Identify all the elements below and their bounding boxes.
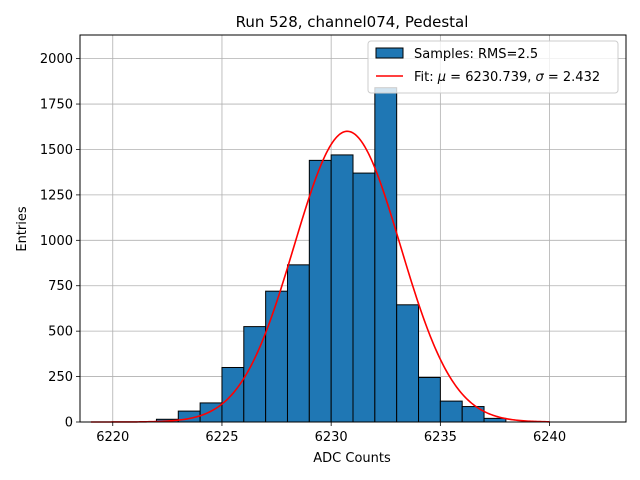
x-tick-label: 6225 bbox=[205, 430, 238, 445]
y-tick-label: 0 bbox=[65, 416, 73, 431]
fit-curve bbox=[90, 130, 550, 423]
y-tick-label: 1250 bbox=[40, 188, 73, 203]
y-axis-ticks: 0 250 500 750 1000 1250 1500 1750 2000 bbox=[40, 52, 80, 431]
x-tick-label: 6220 bbox=[96, 430, 129, 445]
fit-curve-group bbox=[90, 130, 550, 423]
x-axis-title: ADC Counts bbox=[313, 451, 391, 466]
y-tick-label: 1000 bbox=[40, 234, 73, 249]
x-tick-label: 6240 bbox=[533, 430, 566, 445]
histogram-bar bbox=[352, 172, 376, 423]
y-tick-label: 500 bbox=[48, 325, 73, 340]
y-tick-label: 1750 bbox=[40, 98, 73, 113]
histogram-bar bbox=[396, 304, 420, 423]
x-axis-ticks: 6220 6225 6230 6235 6240 bbox=[96, 422, 566, 445]
histogram-bar bbox=[265, 290, 288, 423]
plot-frame bbox=[79, 34, 627, 423]
y-tick-label: 750 bbox=[48, 279, 73, 294]
legend-histogram-swatch bbox=[375, 47, 404, 59]
histogram-bar bbox=[221, 366, 245, 423]
legend-histogram-label: Samples: RMS=2.5 bbox=[414, 47, 538, 62]
chart-title: Run 528, channel074, Pedestal bbox=[236, 13, 469, 31]
legend: Samples: RMS=2.5 Fit: μ = 6230.739, σ = … bbox=[367, 40, 619, 94]
x-tick-label: 6235 bbox=[424, 430, 457, 445]
histogram-bar bbox=[418, 376, 441, 423]
histogram-bar bbox=[439, 400, 463, 423]
histogram-bar bbox=[330, 154, 354, 423]
histogram-bar bbox=[374, 87, 398, 423]
x-tick-label: 6230 bbox=[315, 430, 348, 445]
y-tick-label: 1500 bbox=[40, 143, 73, 158]
histogram-bars bbox=[155, 87, 507, 423]
legend-fit-label: Fit: μ = 6230.739, σ = 2.432 bbox=[414, 70, 600, 85]
histogram-bar bbox=[308, 159, 332, 423]
y-tick-label: 250 bbox=[48, 370, 73, 385]
y-axis-title: Entries bbox=[15, 206, 30, 252]
histogram-bar bbox=[286, 264, 310, 423]
y-tick-label: 2000 bbox=[40, 52, 73, 67]
legend-box bbox=[367, 40, 619, 94]
histogram-bar bbox=[483, 417, 507, 423]
